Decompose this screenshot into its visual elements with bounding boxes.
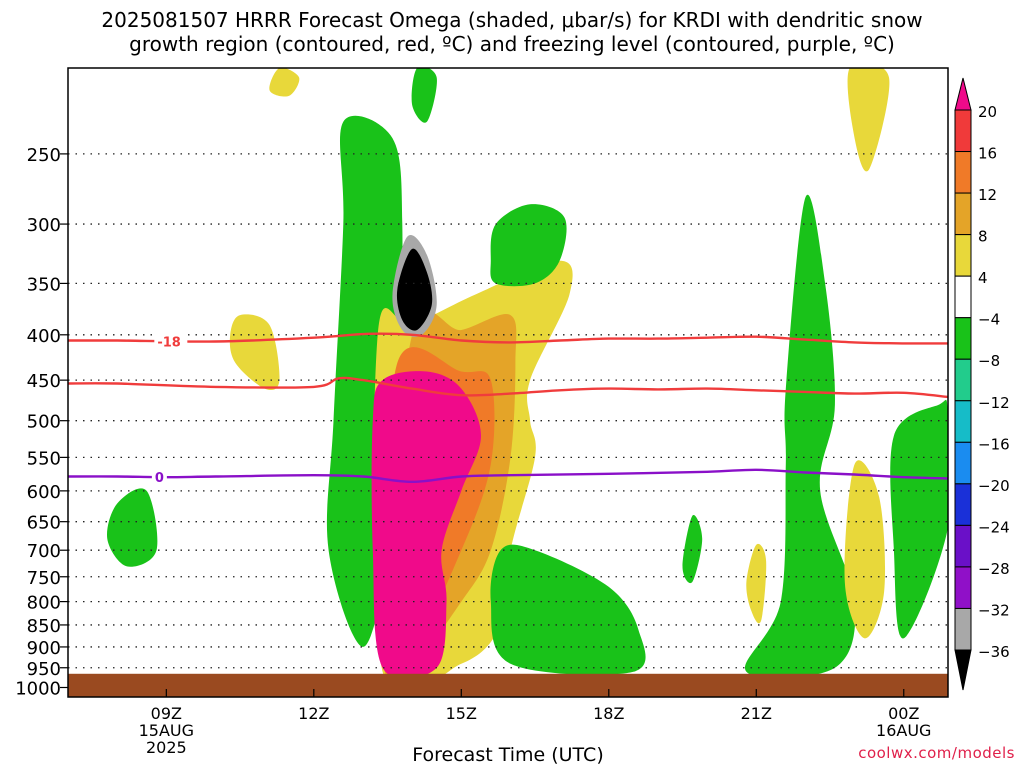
x-tick-label: 15Z (446, 704, 477, 723)
omega-region-7 (371, 371, 481, 680)
dendritic-contour-0 (68, 332, 948, 345)
colorbar-segment (954, 566, 972, 609)
y-tick-label: 400 (27, 326, 61, 347)
colorbar-label: 12 (978, 186, 997, 204)
colorbar-label: −32 (978, 601, 1010, 619)
colorbar-label: −24 (978, 518, 1010, 536)
colorbar-segment (954, 192, 972, 236)
contour-label-bg (154, 333, 188, 350)
y-tick-label: 850 (27, 616, 61, 637)
colorbar-label: 8 (978, 228, 988, 246)
y-tick-label: 550 (27, 448, 61, 469)
y-tick-label: 900 (27, 638, 61, 659)
colorbar-bottom-arrow (954, 649, 972, 691)
contour-label: -18 (157, 335, 181, 350)
freezing-contour-2 (68, 468, 948, 484)
colorbar-segment (954, 607, 972, 651)
colorbar-segment (954, 358, 972, 402)
colorbar-segment (954, 441, 972, 485)
y-tick-label: 450 (27, 371, 61, 392)
x-tick-sublabel: 2025 (146, 738, 187, 757)
omega-region-0 (229, 314, 280, 391)
y-tick-label: 300 (27, 215, 61, 236)
colorbar-segment (954, 400, 972, 443)
x-axis-title: Forecast Time (UTC) (412, 744, 604, 766)
chart-title-line-2: growth region (contoured, red, ºC) and f… (129, 32, 895, 56)
y-tick-label: 250 (27, 145, 61, 166)
colorbar-segment (954, 524, 972, 568)
chart-title-line-1: 2025081507 HRRR Forecast Omega (shaded, … (101, 8, 923, 32)
x-tick-label: 18Z (593, 704, 624, 723)
colorbar-label: −28 (978, 560, 1010, 578)
x-tick-label: 09Z (151, 704, 182, 723)
colorbar-label: −20 (978, 477, 1010, 495)
y-tick-label: 750 (27, 568, 61, 589)
omega-region-8 (490, 204, 567, 287)
colorbar-label: 20 (978, 103, 997, 121)
colorbar-label: −12 (978, 394, 1010, 412)
colorbar-label: 4 (978, 269, 988, 287)
colorbar-label: −8 (978, 352, 1000, 370)
colorbar-segment (954, 483, 972, 526)
y-tick-label: 350 (27, 274, 61, 295)
colorbar-label: −36 (978, 643, 1010, 661)
omega-region-12 (744, 194, 856, 679)
omega-region-15 (844, 460, 886, 639)
omega-region-16 (746, 543, 767, 624)
y-tick-label: 1000 (15, 678, 61, 699)
omega-region-1 (269, 68, 300, 97)
omega-region-13 (890, 399, 948, 639)
colorbar-segment (954, 234, 972, 277)
y-tick-label: 950 (27, 659, 61, 680)
terrain-band (68, 673, 948, 697)
y-tick-label: 600 (27, 482, 61, 503)
contour-label-bg (151, 469, 167, 486)
colorbar-segment (954, 317, 972, 360)
colorbar-segment (954, 275, 972, 319)
omega-region-14 (847, 68, 890, 172)
colorbar-segment (954, 109, 972, 153)
y-tick-label: 800 (27, 593, 61, 614)
colorbar-label: −4 (978, 311, 1000, 329)
y-tick-label: 650 (27, 513, 61, 534)
colorbar-label: 16 (978, 145, 997, 163)
y-tick-label: 700 (27, 541, 61, 562)
x-tick-sublabel: 16AUG (876, 721, 931, 740)
omega-region-9 (411, 68, 437, 123)
colorbar-label: −16 (978, 435, 1010, 453)
source-credit: coolwx.com/models (858, 744, 1015, 762)
y-tick-label: 500 (27, 412, 61, 433)
omega-region-3 (106, 488, 158, 567)
colorbar-segment (954, 151, 972, 194)
contour-label: 0 (155, 471, 164, 486)
dendritic-contour-1 (68, 376, 948, 399)
omega-region-11 (682, 514, 703, 584)
colorbar-top-arrow (954, 77, 972, 111)
plot-area: -18 0 (68, 68, 948, 697)
plot-frame (67, 67, 949, 698)
omega-region-18 (396, 248, 433, 331)
x-tick-label: 12Z (298, 704, 329, 723)
x-tick-label: 21Z (741, 704, 772, 723)
x-tick-sublabel: 15AUG (139, 721, 194, 740)
x-tick-label: 00Z (888, 704, 919, 723)
omega-region-10 (490, 544, 646, 675)
